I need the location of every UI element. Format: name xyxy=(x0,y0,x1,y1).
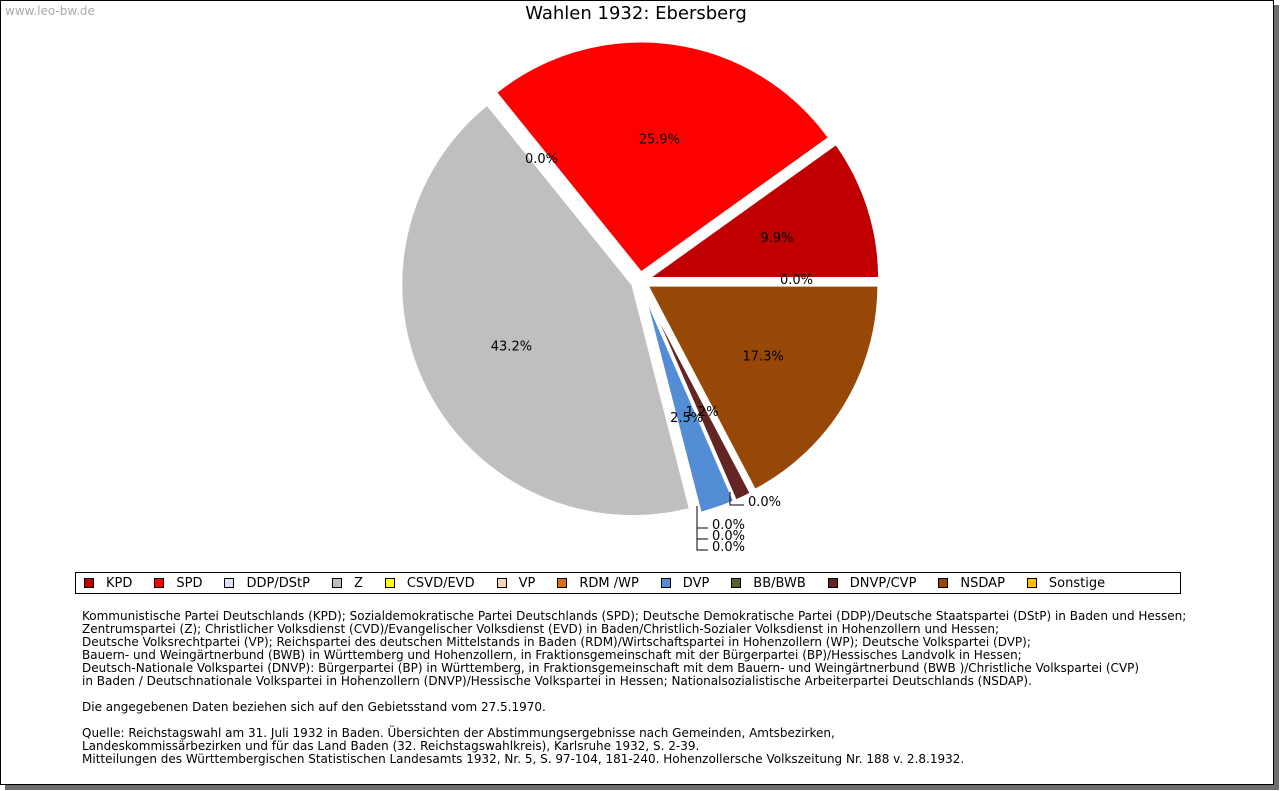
legend-swatch-spd xyxy=(154,578,165,588)
legend-label-csvd-evd: CSVD/EVD xyxy=(406,575,475,591)
legend-swatch-csvd-evd xyxy=(384,578,395,588)
legend-item-spd: SPD xyxy=(154,576,202,591)
legend-swatch-ddp-dstp xyxy=(224,578,235,588)
legend-item-csvd-evd: CSVD/EVD xyxy=(384,575,475,591)
slice-label-ddp-dstp: 0.0% xyxy=(525,152,558,167)
slice-label-kpd: 9.9% xyxy=(760,231,793,246)
legend-swatch-kpd xyxy=(84,578,94,588)
pie-slice-nsdap xyxy=(644,283,881,493)
legend-label-bb-bwb: BB/BWB xyxy=(753,575,806,591)
leader-line-bb-bwb xyxy=(729,492,744,506)
slice-label-z: 43.2% xyxy=(491,339,532,354)
slice-label-dvp: 2.5% xyxy=(670,411,703,426)
legend-label-z: Z xyxy=(353,575,363,591)
legend-swatch-sonstige xyxy=(1026,578,1037,588)
legend-label-sonstige: Sonstige xyxy=(1048,575,1106,591)
legend-label-ddp-dstp: DDP/DStP xyxy=(246,575,310,591)
pie-slice-kpd xyxy=(642,141,882,281)
legend-label-dnvp-cvp: DNVP/CVP xyxy=(849,575,917,591)
legend-item-rdm-wp: RDM /WP xyxy=(557,575,639,591)
slice-label-vp: 0.0% xyxy=(712,529,745,544)
legend-label-nsdap: NSDAP xyxy=(960,575,1005,591)
legend-label-dvp: DVP xyxy=(682,575,710,591)
leader-line-rdm-wp xyxy=(696,506,708,529)
legend-item-dvp: DVP xyxy=(660,575,710,591)
territory-note: Die angegebenen Daten beziehen sich auf … xyxy=(82,700,546,714)
legend-swatch-dvp xyxy=(660,578,671,588)
pie-slice-z xyxy=(399,101,693,519)
legend-item-bb-bwb: BB/BWB xyxy=(731,575,806,591)
chart-legend: KPD SPD DDP/DStP Z CSVD/EVD VP RDM /WP DVP BB/BW… xyxy=(75,572,1181,594)
legend-item-z: Z xyxy=(331,575,363,591)
slice-label-dnvp-cvp: 1.2% xyxy=(686,405,719,420)
legend-label-kpd: KPD xyxy=(106,575,133,591)
watermark: www.leo-bw.de xyxy=(5,4,95,18)
legend-label-vp: VP xyxy=(518,575,536,591)
slice-label-rdm-wp: 0.0% xyxy=(712,518,745,533)
slice-label-bb-bwb: 0.0% xyxy=(748,495,781,510)
legend-swatch-dnvp-cvp xyxy=(827,578,838,588)
slice-label-sonstige: 0.0% xyxy=(780,273,813,288)
party-notes: Kommunistische Partei Deutschlands (KPD)… xyxy=(82,609,1187,688)
legend-swatch-rdm-wp xyxy=(557,578,568,588)
legend-item-vp: VP xyxy=(496,575,536,591)
source-note: Quelle: Reichstagswahl am 31. Juli 1932 … xyxy=(82,726,965,766)
pie-slice-dnvp-cvp xyxy=(642,287,754,504)
legend-item-sonstige: Sonstige xyxy=(1026,575,1106,591)
notes-section: Kommunistische Partei Deutschlands (KPD)… xyxy=(82,610,1262,779)
legend-label-spd: SPD xyxy=(176,575,203,591)
legend-swatch-z xyxy=(331,578,342,588)
slice-label-csvd-evd: 0.0% xyxy=(712,540,745,555)
legend-item-dnvp-cvp: DNVP/CVP xyxy=(827,575,917,591)
legend-item-kpd: KPD xyxy=(84,576,132,591)
chart-title: Wahlen 1932: Ebersberg xyxy=(525,3,747,24)
legend-item-ddp-dstp: DDP/DStP xyxy=(224,575,310,591)
legend-label-rdm-wp: RDM /WP xyxy=(579,575,639,591)
slice-label-nsdap: 17.3% xyxy=(742,349,783,364)
legend-swatch-nsdap xyxy=(938,578,949,588)
pie-slice-spd xyxy=(493,39,832,276)
legend-swatch-bb-bwb xyxy=(731,578,742,588)
pie-chart: 9.9%25.9%0.0%43.2%0.0%0.0%0.0%2.5%0.0%1.… xyxy=(399,39,882,555)
legend-item-nsdap: NSDAP xyxy=(938,576,1005,591)
slice-label-spd: 25.9% xyxy=(639,132,680,147)
legend-swatch-vp xyxy=(496,578,507,588)
